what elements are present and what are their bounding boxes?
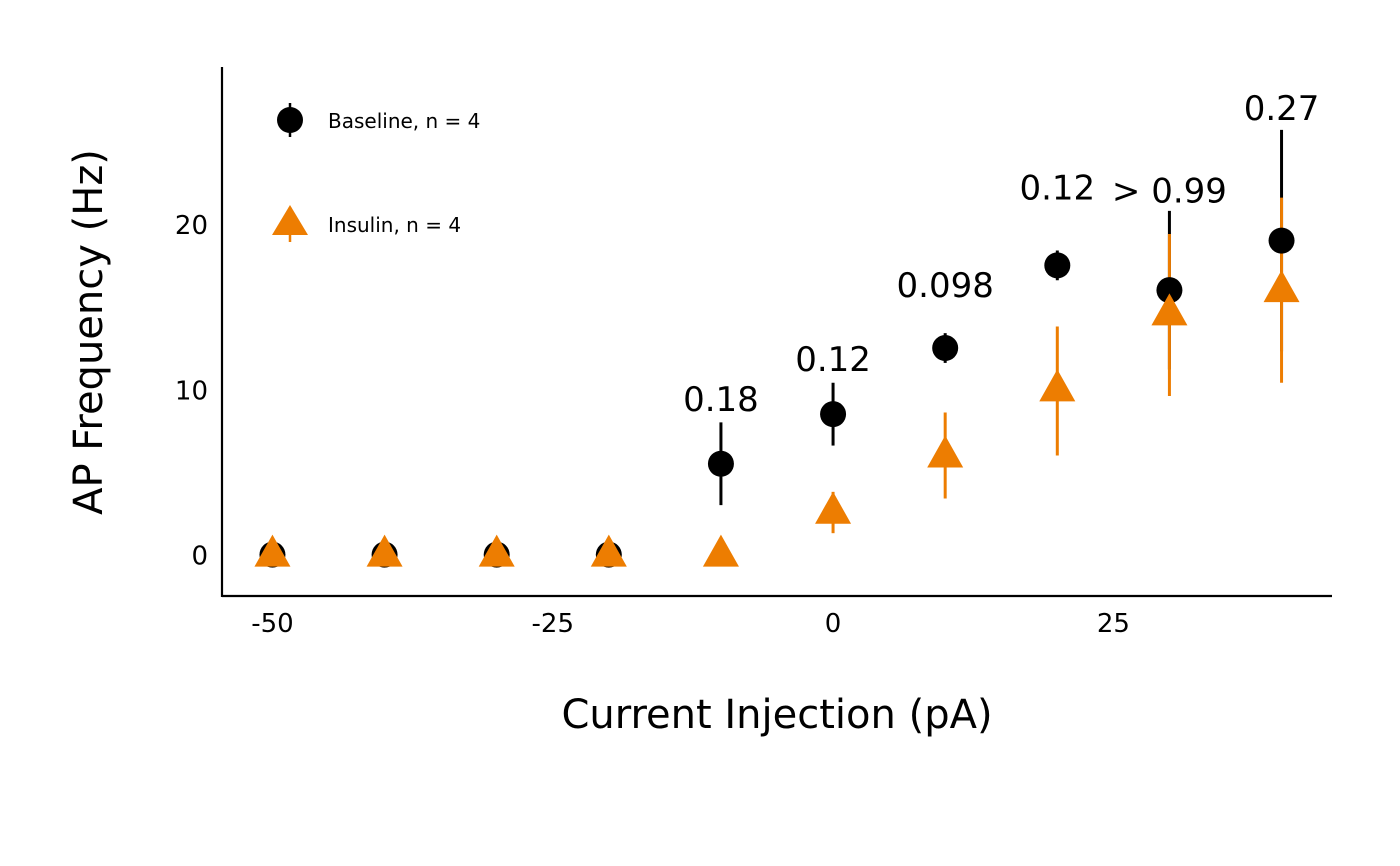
insulin-point (478, 534, 515, 567)
x-tick-label: -50 (251, 609, 293, 639)
y-tick-label: 0 (191, 542, 208, 572)
y-tick-label: 10 (175, 376, 208, 406)
baseline-point (932, 335, 959, 362)
tick-labels: -50 -25 0 25 0 10 20 (175, 211, 1130, 639)
data-points (254, 227, 1300, 568)
legend-insulin-marker (272, 205, 308, 235)
insulin-point (366, 534, 403, 567)
legend-baseline-marker (277, 107, 303, 133)
insulin-point (702, 534, 739, 567)
axes (220, 67, 1332, 598)
insulin-point (1263, 270, 1300, 303)
x-tick-label: 0 (825, 609, 842, 639)
x-tick-label: -25 (532, 609, 574, 639)
y-axis-title: AP Frequency (Hz) (66, 149, 112, 515)
baseline-point (1268, 227, 1295, 254)
insulin-point (1151, 293, 1188, 326)
y-tick-label: 20 (175, 211, 208, 241)
legend-baseline-label: Baseline, n = 4 (328, 109, 480, 133)
p-value-label: 0.27 (1244, 89, 1320, 129)
p-value-label: 0.18 (683, 380, 759, 420)
p-value-annotations: 0.18 0.12 0.098 0.12 > 0.99 0.27 (683, 89, 1319, 420)
baseline-point (1156, 277, 1183, 304)
insulin-point (254, 534, 291, 567)
insulin-point (1039, 369, 1076, 402)
baseline-point (1044, 252, 1071, 279)
p-value-label: 0.12 (795, 340, 871, 380)
legend: Baseline, n = 4 Insulin, n = 4 (272, 103, 480, 242)
insulin-point (927, 435, 964, 468)
baseline-point (707, 450, 734, 477)
p-value-label: 0.098 (897, 266, 994, 306)
p-value-label: 0.12 (1019, 168, 1095, 208)
insulin-point (815, 491, 852, 524)
x-axis-title: Current Injection (pA) (561, 692, 992, 738)
insulin-point (590, 534, 627, 567)
p-value-label: > 0.99 (1112, 172, 1227, 212)
baseline-point (820, 401, 847, 428)
x-tick-label: 25 (1097, 609, 1130, 639)
legend-insulin-label: Insulin, n = 4 (328, 213, 461, 237)
